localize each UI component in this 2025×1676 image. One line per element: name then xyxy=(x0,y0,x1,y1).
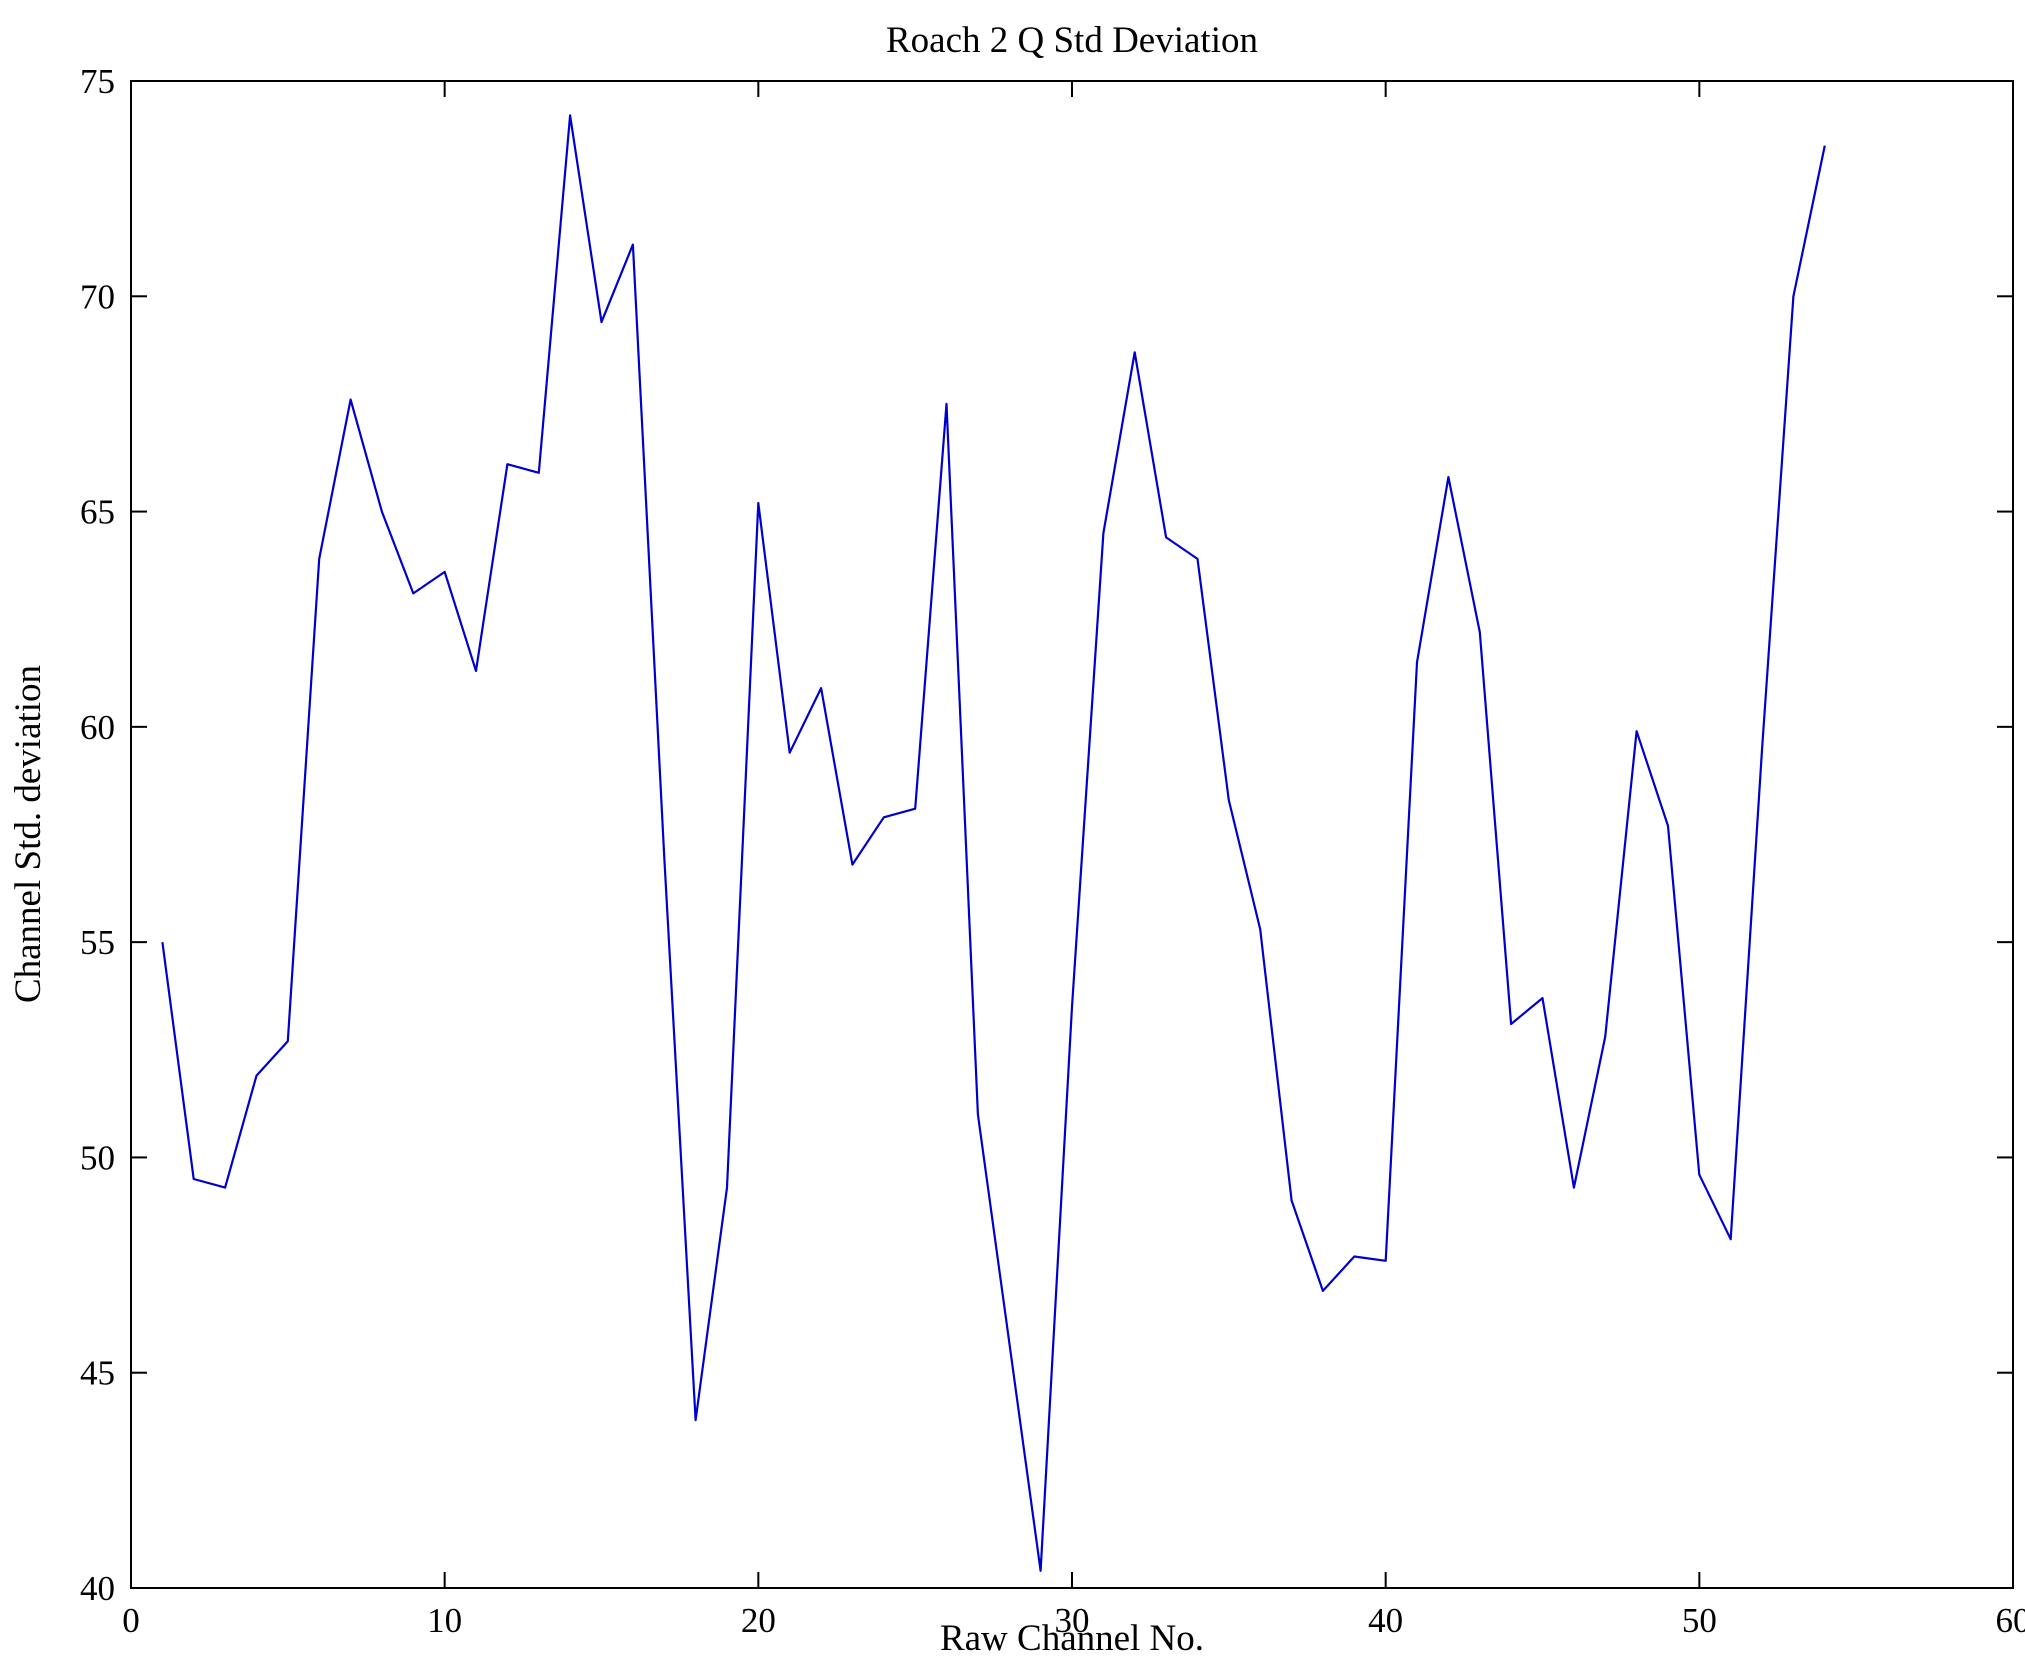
y-tick-labels: 40 45 50 55 60 65 70 75 xyxy=(80,62,115,1608)
x-tick-label: 60 xyxy=(1996,1601,2025,1640)
y-tick-label: 45 xyxy=(80,1354,115,1393)
x-tick-label: 40 xyxy=(1368,1601,1403,1640)
axes-box xyxy=(131,81,2013,1588)
x-tick-label: 50 xyxy=(1682,1601,1717,1640)
y-tick-label: 50 xyxy=(80,1138,115,1177)
y-tick-label: 65 xyxy=(80,493,115,532)
y-tick-label: 55 xyxy=(80,923,115,962)
y-tick-label: 40 xyxy=(80,1569,115,1608)
y-tick-label: 70 xyxy=(80,277,115,316)
y-tick-label: 75 xyxy=(80,62,115,101)
y-tick-label: 60 xyxy=(80,708,115,747)
x-tick-label: 0 xyxy=(122,1601,140,1640)
chart-title: Roach 2 Q Std Deviation xyxy=(886,20,1258,61)
y-axis-label: Channel Std. deviation xyxy=(8,665,49,1003)
data-series-line xyxy=(162,115,1824,1570)
tick-marks xyxy=(131,81,2013,1588)
x-axis-label: Raw Channel No. xyxy=(940,1618,1204,1659)
x-tick-label: 10 xyxy=(427,1601,462,1640)
x-tick-label: 20 xyxy=(741,1601,776,1640)
